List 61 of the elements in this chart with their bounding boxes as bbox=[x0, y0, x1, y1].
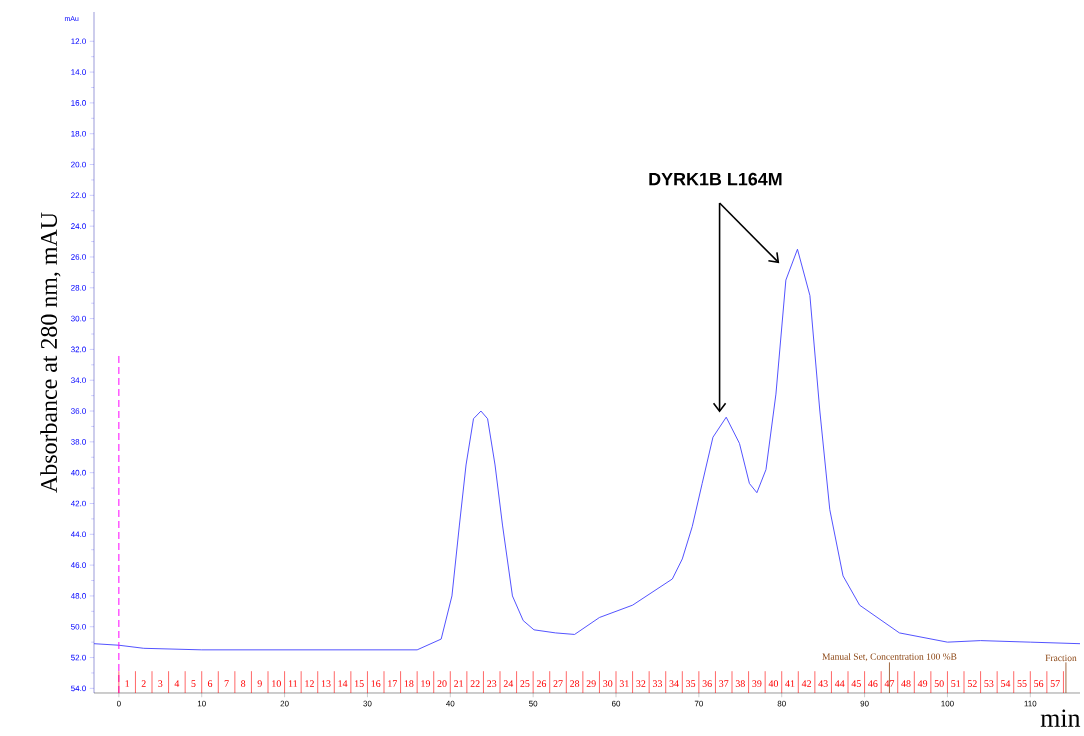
annotation: 54 bbox=[1001, 680, 1011, 687]
annotation: 45 bbox=[851, 680, 861, 687]
annotation: 30 bbox=[603, 680, 613, 687]
annotation: 35 bbox=[686, 680, 696, 687]
annotation: 32 bbox=[636, 680, 646, 687]
annotation: 3 bbox=[158, 680, 163, 687]
annotation: 10 bbox=[272, 680, 281, 687]
annotation: 53 bbox=[984, 680, 994, 687]
annotation: 8 bbox=[241, 680, 246, 687]
annotation: 17 bbox=[388, 680, 397, 687]
annotation: 48 bbox=[901, 680, 911, 687]
annotation: 38 bbox=[735, 680, 745, 687]
annotation: 46 bbox=[868, 680, 878, 687]
annotation: 25 bbox=[520, 680, 530, 687]
annotation: 7 bbox=[224, 680, 229, 687]
annotation: 42 bbox=[801, 680, 812, 687]
annotation: 33 bbox=[652, 680, 663, 687]
annotation: 23 bbox=[487, 680, 497, 687]
annotation: 56 bbox=[1034, 680, 1044, 687]
x-axis-title: min bbox=[1040, 709, 1081, 727]
annotation: 57 bbox=[1050, 680, 1060, 687]
annotation: 9 bbox=[257, 680, 262, 687]
annotation: 34 bbox=[669, 680, 679, 687]
annotation: 41 bbox=[785, 680, 795, 687]
annotation: 39 bbox=[752, 680, 762, 687]
annotation: 44 bbox=[834, 680, 845, 687]
annotation: 55 bbox=[1017, 680, 1027, 687]
annotation: 24 bbox=[503, 680, 514, 687]
annotation: 11 bbox=[288, 680, 298, 687]
annotation: 49 bbox=[917, 680, 928, 687]
annotation: 18 bbox=[404, 680, 414, 687]
annotation: 22 bbox=[470, 680, 480, 687]
annotation: 5 bbox=[191, 680, 196, 687]
annotation: 14 bbox=[338, 680, 348, 687]
annotation: 43 bbox=[818, 680, 828, 687]
annotation: 4 bbox=[174, 680, 180, 687]
ref-line-label: Manual Set, Concentration 100 %B bbox=[822, 653, 957, 662]
annotation: 27 bbox=[553, 680, 563, 687]
annotation: 15 bbox=[355, 680, 364, 687]
ref-line-label: Fraction bbox=[1045, 654, 1077, 662]
annotation: 36 bbox=[702, 680, 712, 687]
annotation: 52 bbox=[967, 680, 977, 687]
annotation: 21 bbox=[454, 680, 463, 687]
annotation: DYRK1B L164M bbox=[649, 172, 782, 186]
annotation: 1 bbox=[125, 680, 130, 687]
annotation: 6 bbox=[207, 680, 213, 687]
annotation: 51 bbox=[951, 680, 961, 687]
annotation: 12 bbox=[305, 680, 314, 687]
annotation: 50 bbox=[934, 680, 944, 687]
annotation: 20 bbox=[437, 680, 447, 687]
y-axis-title: Absorbance at 280 nm, mAU bbox=[40, 212, 61, 493]
annotation: 31 bbox=[619, 680, 629, 687]
annotation: 2 bbox=[141, 680, 146, 687]
annotation: 37 bbox=[719, 680, 729, 687]
annotation: 26 bbox=[536, 680, 547, 687]
annotation: 40 bbox=[768, 680, 779, 687]
annotation: 29 bbox=[586, 680, 596, 687]
annotation: 19 bbox=[421, 680, 431, 687]
annotation: 28 bbox=[570, 680, 580, 687]
annotation: 13 bbox=[321, 680, 331, 687]
annotation: 16 bbox=[371, 680, 381, 687]
